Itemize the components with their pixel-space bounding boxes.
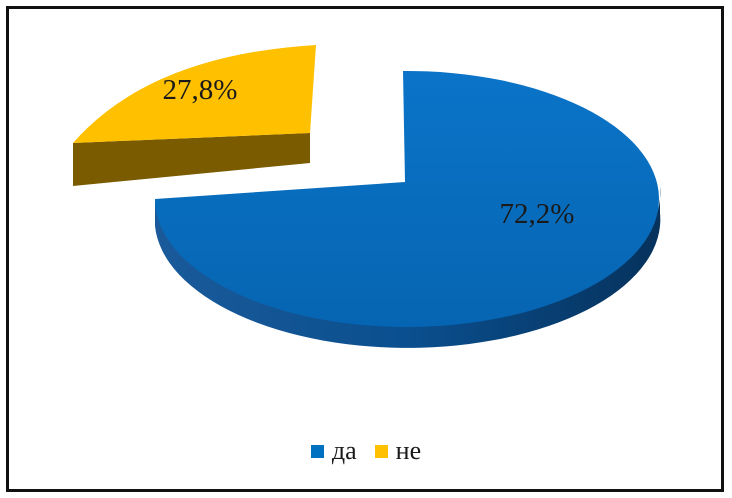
slice-label-da: 72,2% xyxy=(500,198,575,230)
legend-item-da: да xyxy=(310,436,357,466)
legend-label-da: да xyxy=(331,436,357,465)
legend-swatch-da xyxy=(310,444,324,458)
pie-slice-ne-top xyxy=(73,45,316,143)
pie-slice-ne xyxy=(73,45,316,186)
slice-label-ne: 27,8% xyxy=(163,74,238,106)
pie-slice-da-top xyxy=(155,70,659,327)
pie-slice-ne-side xyxy=(73,133,310,186)
legend-item-ne: не xyxy=(374,436,422,466)
pie-slice-da xyxy=(155,70,661,348)
legend-label-ne: не xyxy=(395,436,422,465)
chart-legend: да не xyxy=(0,436,732,466)
legend-swatch-ne xyxy=(374,444,388,458)
